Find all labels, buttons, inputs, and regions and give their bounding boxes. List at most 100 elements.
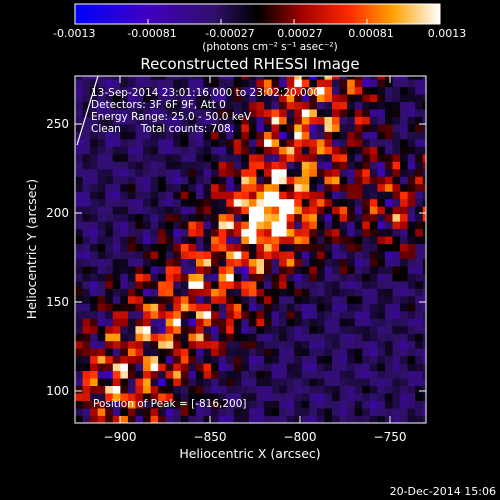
heatmap-cell: [369, 243, 378, 252]
heatmap-cell: [158, 101, 167, 110]
heatmap-cell: [400, 400, 409, 409]
x-axis-label: Heliocentric X (arcsec): [179, 446, 320, 461]
heatmap-cell: [90, 146, 99, 155]
heatmap-cell: [127, 415, 136, 423]
heatmap-cell: [392, 415, 401, 423]
heatmap-cell: [347, 310, 356, 319]
heatmap-cell: [339, 273, 348, 282]
heatmap-cell: [180, 101, 189, 110]
heatmap-cell: [82, 310, 91, 319]
heatmap-cell: [180, 288, 189, 297]
heatmap-cell: [407, 258, 416, 267]
heatmap-cell: [150, 109, 159, 117]
heatmap-cell: [332, 325, 340, 334]
heatmap-cell: [105, 258, 114, 267]
heatmap-cell: [120, 340, 129, 349]
plot-frame: [74, 75, 427, 424]
heatmap-cell: [415, 273, 424, 282]
heatmap-cell: [271, 318, 280, 327]
heatmap-cell: [339, 86, 348, 95]
heatmap-cell: [127, 79, 136, 88]
heatmap-cell: [339, 400, 348, 409]
heatmap-cell: [286, 415, 295, 423]
heatmap-cell: [75, 363, 83, 372]
heatmap-cell: [400, 258, 409, 267]
heatmap-cell: [90, 183, 99, 192]
heatmap-cell: [218, 206, 227, 215]
heatmap-cell: [82, 198, 91, 207]
heatmap-cell: [392, 176, 401, 185]
heatmap-cell: [97, 370, 106, 379]
heatmap-cell: [377, 213, 386, 222]
heatmap-cell: [362, 355, 371, 364]
heatmap-cell: [158, 138, 167, 147]
heatmap-cell: [173, 303, 182, 312]
heatmap-cell: [241, 183, 250, 192]
heatmap-cell: [279, 221, 288, 230]
heatmap-cell: [354, 131, 363, 140]
heatmap-cell: [347, 378, 356, 387]
heatmap-cell: [316, 355, 325, 364]
heatmap-cell: [377, 236, 386, 245]
heatmap-cell: [158, 221, 167, 230]
heatmap-cell: [362, 76, 371, 80]
heatmap-cell: [218, 161, 227, 170]
heatmap-cell: [180, 94, 189, 103]
heatmap-cell: [384, 355, 393, 364]
heatmap-cell: [392, 348, 401, 357]
heatmap-cell: [143, 318, 151, 327]
heatmap-cell: [158, 236, 167, 245]
heatmap-cell: [158, 400, 167, 409]
heatmap-cell: [400, 146, 409, 155]
heatmap-cell: [392, 213, 401, 222]
heatmap-cell: [218, 266, 227, 274]
heatmap-cell: [75, 138, 83, 147]
heatmap-cell: [316, 198, 325, 207]
heatmap-cell: [180, 221, 189, 230]
heatmap-cell: [75, 146, 83, 155]
heatmap-cell: [150, 258, 159, 267]
heatmap-cell: [150, 310, 159, 319]
heatmap-cell: [188, 318, 197, 327]
heatmap-cell: [120, 116, 129, 125]
heatmap-cell: [301, 325, 310, 334]
heatmap-cell: [369, 333, 378, 342]
heatmap-cell: [256, 348, 265, 357]
heatmap-cell: [173, 213, 182, 222]
heatmap-cell: [377, 131, 386, 140]
heatmap-cell: [332, 385, 340, 394]
heatmap-cell: [120, 266, 129, 274]
heatmap-cell: [324, 191, 333, 200]
heatmap-cell: [377, 191, 386, 200]
heatmap-cell: [347, 355, 356, 364]
heatmap-cell: [354, 348, 363, 357]
heatmap-cell: [173, 333, 182, 342]
heatmap-cell: [279, 281, 288, 289]
heatmap-cell: [203, 363, 212, 372]
heatmap-cell: [347, 273, 356, 282]
heatmap-cell: [188, 348, 197, 357]
heatmap-cell: [233, 378, 242, 387]
heatmap-cell: [286, 333, 295, 342]
heatmap-cell: [354, 116, 363, 125]
heatmap-cell: [339, 168, 348, 177]
heatmap-cell: [158, 146, 167, 155]
heatmap-cell: [218, 168, 227, 177]
heatmap-cell: [286, 153, 295, 162]
heatmap-cell: [369, 124, 378, 132]
heatmap-cell: [400, 76, 409, 80]
heatmap-cell: [332, 131, 340, 140]
heatmap-cell: [120, 295, 129, 304]
heatmap-cell: [332, 393, 340, 401]
heatmap-cell: [241, 116, 250, 125]
heatmap-cell: [165, 131, 174, 140]
heatmap-cell: [203, 281, 212, 289]
heatmap-cell: [143, 183, 151, 192]
heatmap-cell: [75, 393, 83, 401]
heatmap-cell: [362, 288, 371, 297]
heatmap-cell: [309, 228, 318, 237]
heatmap-cell: [165, 408, 174, 416]
heatmap-cell: [226, 243, 235, 252]
heatmap-cell: [332, 340, 340, 349]
heatmap-cell: [407, 363, 416, 372]
